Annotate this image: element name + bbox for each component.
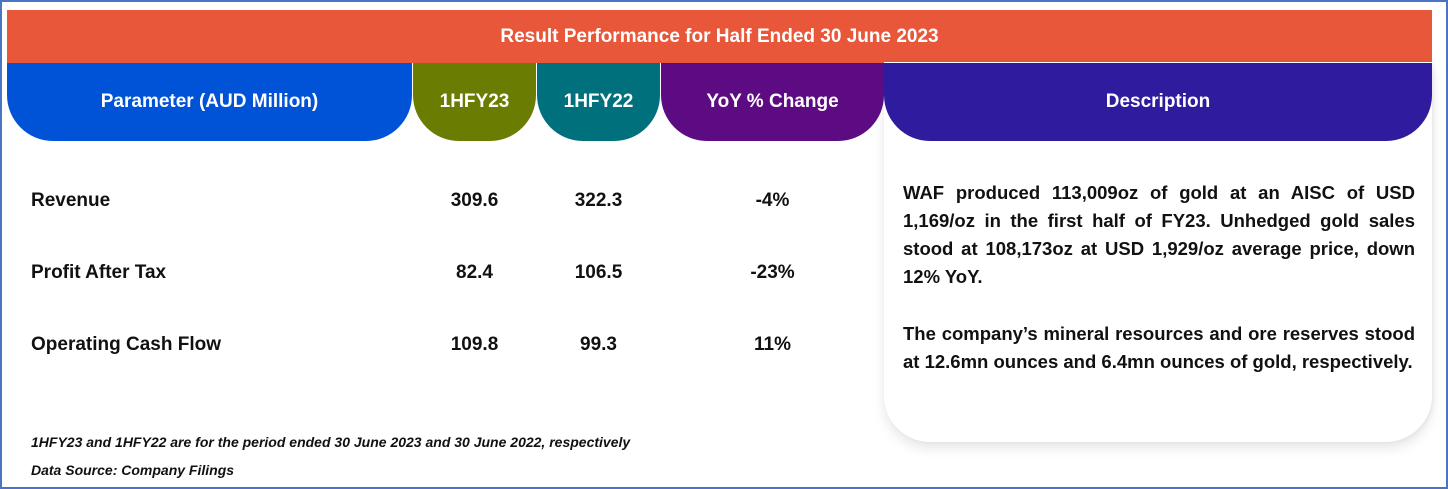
footnote-source: Data Source: Company Filings [31,462,235,478]
row-yoy-value: -4% [755,190,790,211]
header-parameter: Parameter (AUD Million) [7,63,412,141]
footnote-period: 1HFY23 and 1HFY22 are for the period end… [31,434,631,450]
header-parameter-label: Parameter (AUD Million) [100,91,319,112]
table-row: Revenue 309.6 322.3 -4% [0,190,884,220]
header-1hfy23: 1HFY23 [413,63,536,141]
header-yoy: YoY % Change [661,63,884,141]
row-1hfy23-value: 109.8 [450,334,499,355]
page-title: Result Performance for Half Ended 30 Jun… [500,25,939,47]
row-label: Profit After Tax [31,262,167,283]
row-label: Revenue [31,190,111,211]
row-1hfy23-value: 82.4 [456,262,493,283]
header-1hfy22-label: 1HFY22 [563,91,634,112]
header-description: Description [884,63,1432,141]
row-1hfy22-value: 99.3 [580,334,617,355]
row-yoy-value: -23% [750,262,795,283]
row-label: Operating Cash Flow [31,334,222,355]
description-paragraph-1: WAF produced 113,009oz of gold at an AIS… [903,182,1415,287]
header-1hfy22: 1HFY22 [537,63,660,141]
row-1hfy23-value: 309.6 [450,190,499,211]
header-yoy-label: YoY % Change [706,91,839,112]
row-1hfy22-value: 106.5 [574,262,623,283]
title-banner: Result Performance for Half Ended 30 Jun… [7,10,1432,63]
row-1hfy22-value: 322.3 [574,190,623,211]
table-row: Operating Cash Flow 109.8 99.3 11% [0,334,884,364]
description-paragraph-2: The company’s mineral resources and ore … [903,323,1415,372]
row-yoy-value: 11% [754,334,791,355]
header-1hfy23-label: 1HFY23 [439,91,510,112]
table-row: Profit After Tax 82.4 106.5 -23% [0,262,884,292]
header-description-label: Description [1105,91,1211,112]
